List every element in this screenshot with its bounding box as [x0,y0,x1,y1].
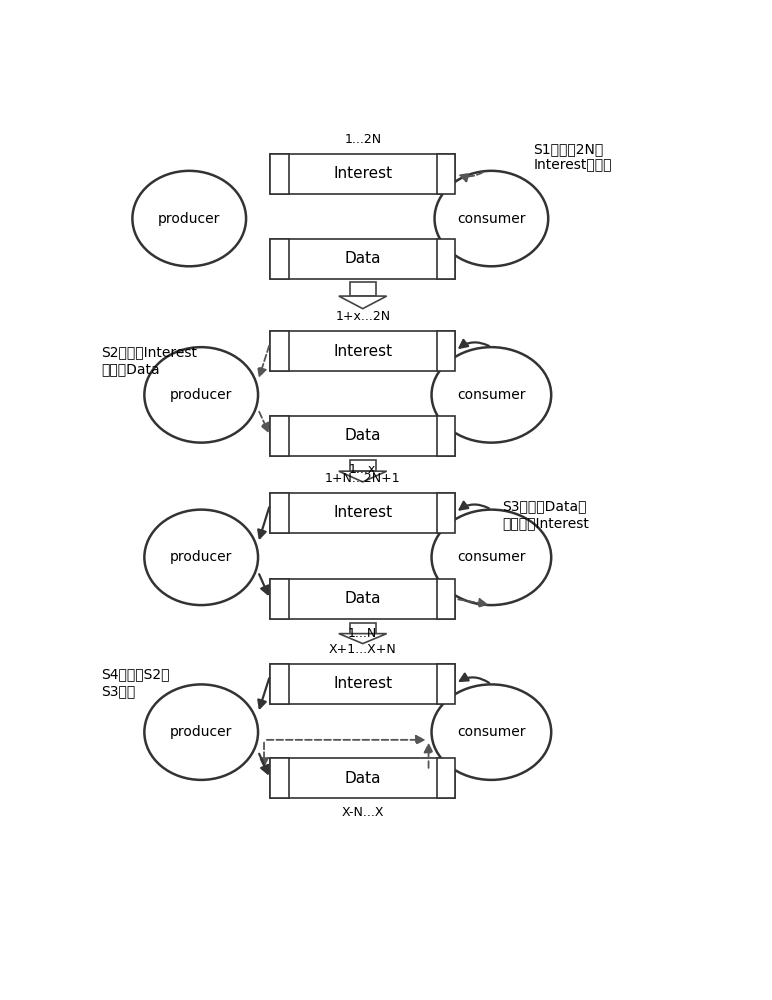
Ellipse shape [432,684,551,780]
Text: Interest: Interest [334,166,392,181]
Bar [350,282,376,296]
Bar [270,154,289,194]
Polygon shape [339,471,387,482]
Text: Data: Data [344,428,381,443]
Bar [437,758,455,798]
Bar [437,331,455,371]
Text: consumer: consumer [457,550,526,564]
Text: Interest到网络: Interest到网络 [533,158,611,172]
Bar [270,579,455,619]
Text: 并返回Data: 并返回Data [101,362,160,376]
Bar [270,331,289,371]
Polygon shape [339,296,387,309]
Text: S3：接收Data并: S3：接收Data并 [502,500,587,514]
Ellipse shape [144,510,258,605]
Text: Interest: Interest [334,676,392,691]
Bar [270,416,455,456]
Bar [437,239,455,279]
Bar [437,493,455,533]
Bar [350,623,376,634]
Ellipse shape [432,347,551,443]
Text: S1：发送2N个: S1：发送2N个 [533,142,604,156]
Bar [270,154,455,194]
Bar [270,758,455,798]
Polygon shape [339,634,387,644]
Text: 1...2N: 1...2N [344,133,381,146]
Text: Interest: Interest [334,505,392,520]
Bar [270,239,289,279]
Text: producer: producer [158,212,221,226]
Bar [270,239,455,279]
Text: 产生新的Interest: 产生新的Interest [502,516,589,530]
Text: producer: producer [170,550,232,564]
Text: consumer: consumer [457,212,526,226]
Text: consumer: consumer [457,388,526,402]
Bar [270,331,455,371]
Bar [350,460,376,471]
Ellipse shape [133,171,246,266]
Bar [437,664,455,704]
Text: Interest: Interest [334,344,392,359]
Text: Data: Data [344,251,381,266]
Bar [270,664,289,704]
Ellipse shape [432,510,551,605]
Bar [270,493,289,533]
Text: producer: producer [170,388,232,402]
Text: 1...x: 1...x [349,463,377,476]
Ellipse shape [435,171,548,266]
Text: S3步骤: S3步骤 [101,684,136,698]
Text: 1+x...2N: 1+x...2N [335,310,391,323]
Text: Data: Data [344,591,381,606]
Text: producer: producer [170,725,232,739]
Text: X-N...X: X-N...X [341,806,384,819]
Bar [270,416,289,456]
Bar [270,758,289,798]
Bar [437,579,455,619]
Text: Data: Data [344,771,381,786]
Text: S2：接收Interest: S2：接收Interest [101,346,198,360]
Bar [437,154,455,194]
Bar [437,416,455,456]
Text: S4：重复S2、: S4：重复S2、 [101,667,170,681]
Text: X+1...X+N: X+1...X+N [329,643,397,656]
Text: 1+N...2N+1: 1+N...2N+1 [325,472,401,485]
Ellipse shape [144,347,258,443]
Text: consumer: consumer [457,725,526,739]
Bar [270,493,455,533]
Bar [270,664,455,704]
Bar [270,579,289,619]
Ellipse shape [144,684,258,780]
Text: 1...N: 1...N [348,627,378,640]
